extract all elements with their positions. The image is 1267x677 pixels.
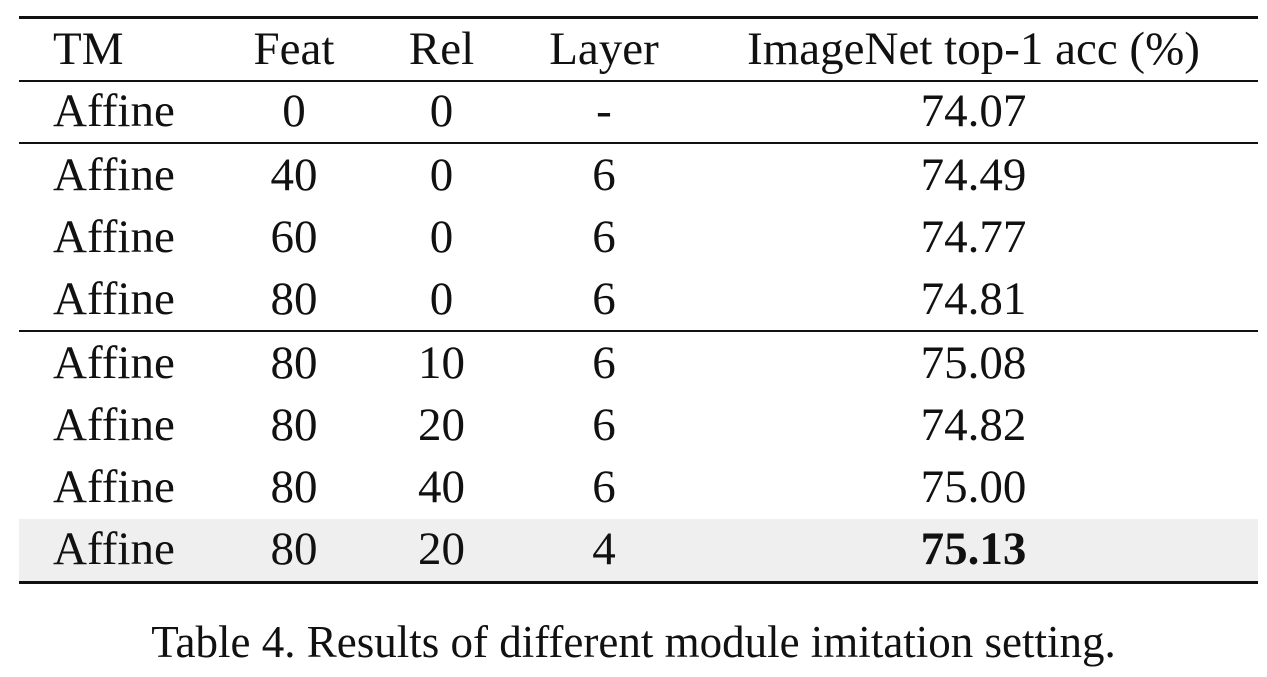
cell-tm: Affine <box>53 461 175 514</box>
table-row: Affine 80 0 6 74.81 <box>19 269 1258 332</box>
cell-feat: 40 <box>270 148 318 201</box>
cell-rel: 10 <box>418 336 465 389</box>
cell-layer: 6 <box>592 210 616 263</box>
header-feat: Feat <box>253 22 335 75</box>
cell-layer: 6 <box>592 336 616 389</box>
table-row: Affine 80 20 6 74.82 <box>19 394 1258 457</box>
cell-accuracy: 75.08 <box>920 336 1027 389</box>
header-tm: TM <box>53 22 124 75</box>
cell-tm: Affine <box>53 148 175 201</box>
cell-tm: Affine <box>53 336 175 389</box>
cell-tm: Affine <box>53 272 175 325</box>
cell-layer: 6 <box>592 398 616 451</box>
cell-feat: 60 <box>270 210 318 263</box>
cell-tm: Affine <box>53 398 175 451</box>
table-row: Affine 80 10 6 75.08 <box>19 331 1258 394</box>
cell-layer: 6 <box>592 272 616 325</box>
cell-accuracy: 75.00 <box>920 461 1027 514</box>
cell-rel: 20 <box>418 398 465 451</box>
cell-accuracy: 74.82 <box>920 398 1027 451</box>
header-rel: Rel <box>408 22 475 75</box>
table-row: Affine 0 0 - 74.07 <box>19 80 1258 144</box>
table-row: Affine 80 40 6 75.00 <box>19 457 1258 520</box>
cell-layer: 6 <box>592 148 616 201</box>
cell-accuracy: 74.07 <box>920 85 1027 138</box>
cell-rel: 0 <box>429 148 454 201</box>
table-row: Affine 40 0 6 74.49 <box>19 143 1258 206</box>
cell-feat: 80 <box>224 519 364 582</box>
cell-accuracy: 74.49 <box>920 148 1027 201</box>
cell-layer: 4 <box>519 519 689 582</box>
results-table-container: TM Feat Rel Layer ImageNet top-1 acc (%)… <box>19 16 1258 584</box>
cell-feat: 80 <box>270 461 318 514</box>
cell-rel: 0 <box>429 272 454 325</box>
table-body: Affine 0 0-74.07 Affine 40 0 6 74.49 Affine 60 0 6 7… <box>19 80 1258 582</box>
results-table: TM Feat Rel Layer ImageNet top-1 acc (%)… <box>19 16 1258 584</box>
cell-feat: 80 <box>270 398 318 451</box>
cell-rel: 0 <box>429 85 454 138</box>
cell-accuracy: 75.13 <box>689 519 1258 582</box>
cell-accuracy: 74.77 <box>920 210 1027 263</box>
cell-layer: 6 <box>592 461 616 514</box>
cell-tm: Affine <box>53 210 175 263</box>
cell-rel: 20 <box>364 519 519 582</box>
table-header: TM Feat Rel Layer ImageNet top-1 acc (%) <box>19 17 1258 81</box>
table-row: Affine 80 20 4 75.13 <box>19 519 1258 582</box>
cell-tm: Affine <box>53 85 175 138</box>
cell-accuracy: 74.81 <box>920 272 1027 325</box>
table-caption: Table 4. Results of different module imi… <box>151 617 1116 667</box>
cell-rel: 40 <box>418 461 465 514</box>
header-accuracy: ImageNet top-1 acc (%) <box>747 22 1200 75</box>
cell-tm: Affine <box>19 519 224 582</box>
table-row: Affine 60 0 6 74.77 <box>19 206 1258 269</box>
header-layer: Layer <box>549 22 659 75</box>
header-row: TM Feat Rel Layer ImageNet top-1 acc (%) <box>19 17 1258 81</box>
cell-rel: 0 <box>429 210 454 263</box>
cell-feat: 0 <box>282 85 306 138</box>
cell-feat: 80 <box>270 272 318 325</box>
cell-feat: 80 <box>270 336 318 389</box>
cell-layer: - <box>596 85 612 138</box>
